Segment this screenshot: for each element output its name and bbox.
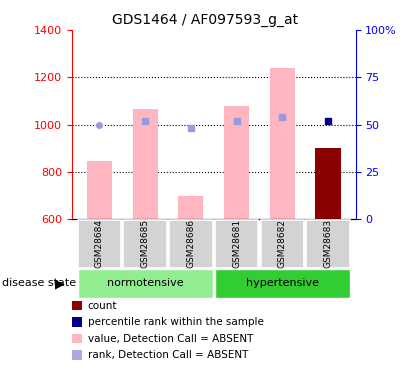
Text: GSM28685: GSM28685 — [141, 219, 150, 268]
Text: GSM28681: GSM28681 — [232, 219, 241, 268]
FancyBboxPatch shape — [215, 269, 350, 297]
Bar — [87, 161, 112, 219]
Text: GSM28684: GSM28684 — [95, 219, 104, 268]
FancyBboxPatch shape — [78, 269, 212, 297]
Bar — [178, 196, 203, 219]
Text: count: count — [88, 301, 117, 310]
Text: GSM28683: GSM28683 — [323, 219, 332, 268]
Text: rank, Detection Call = ABSENT: rank, Detection Call = ABSENT — [88, 350, 248, 360]
FancyBboxPatch shape — [78, 220, 121, 268]
Bar — [270, 68, 295, 219]
Bar — [316, 148, 341, 219]
FancyBboxPatch shape — [123, 220, 167, 268]
Text: percentile rank within the sample: percentile rank within the sample — [88, 317, 263, 327]
FancyBboxPatch shape — [306, 220, 350, 268]
Text: value, Detection Call = ABSENT: value, Detection Call = ABSENT — [88, 334, 253, 344]
Bar — [224, 106, 249, 219]
FancyBboxPatch shape — [261, 220, 304, 268]
FancyBboxPatch shape — [169, 220, 212, 268]
Text: hypertensive: hypertensive — [246, 278, 319, 288]
Text: ▶: ▶ — [55, 277, 65, 290]
Bar — [132, 109, 158, 219]
Text: normotensive: normotensive — [107, 278, 183, 288]
FancyBboxPatch shape — [215, 220, 259, 268]
Text: GSM28682: GSM28682 — [278, 219, 287, 268]
Text: disease state: disease state — [2, 279, 76, 288]
Text: GSM28686: GSM28686 — [186, 219, 195, 268]
Text: GDS1464 / AF097593_g_at: GDS1464 / AF097593_g_at — [113, 13, 298, 27]
